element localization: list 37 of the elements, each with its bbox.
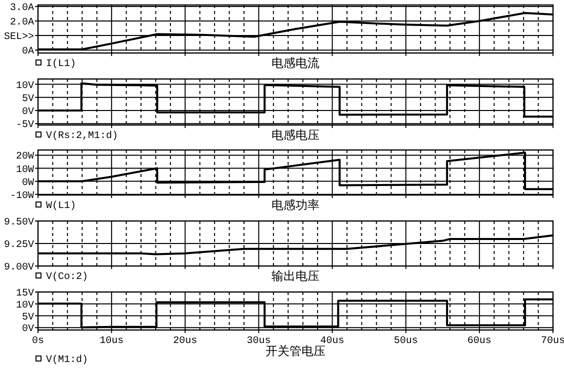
y-tick-label: 0V: [22, 107, 34, 118]
y-tick-label: 0W: [22, 178, 34, 189]
legend-label: V(Rs:2,M1:d): [46, 130, 118, 142]
x-tick-label: 60us: [467, 336, 492, 347]
x-axis-title: 输出电压: [272, 269, 320, 283]
y-tick-label: 9.00V: [4, 262, 34, 274]
y-tick-label: -5V: [16, 120, 34, 132]
y-tick-label: 5V: [22, 312, 34, 324]
x-tick-label: 30us: [246, 336, 271, 347]
y-tick-label: 9.50V: [4, 218, 34, 228]
legend-label: W(L1): [46, 200, 76, 212]
y-tick-label: 0A: [22, 46, 34, 58]
y-tick-label: 0V: [22, 324, 34, 336]
x-tick-label: 10us: [100, 336, 124, 347]
y-tick-label: 20W: [16, 152, 34, 163]
y-tick-label: 5V: [22, 94, 34, 105]
y-tick-label: 10W: [16, 164, 34, 176]
y-tick-label: 15V: [16, 288, 34, 300]
x-axis-title: 电感电压: [272, 128, 320, 142]
y-tick-label: 10V: [16, 80, 34, 92]
x-tick-label: 40us: [320, 336, 344, 347]
y-tick-label: 9.25V: [4, 240, 34, 251]
y-tick-label: SEL>>: [4, 32, 34, 44]
y-tick-label: -10W: [10, 190, 34, 202]
x-axis-title: 开关管电压: [266, 344, 326, 358]
legend-label: V(M1:d): [46, 354, 88, 366]
y-tick-label: 2.0A: [10, 18, 34, 28]
x-axis-title: 电感电流: [272, 56, 320, 70]
y-tick-label: 10V: [16, 300, 34, 312]
legend-label: V(Co:2): [46, 271, 88, 283]
x-tick-label: 20us: [173, 336, 198, 347]
x-axis-title: 电感功率: [272, 198, 320, 212]
x-tick-label: 50us: [394, 336, 418, 347]
legend-label: I(L1): [46, 58, 76, 70]
x-tick-label: 70us: [540, 336, 564, 347]
x-tick-label: 0s: [32, 336, 44, 347]
y-tick-label: 3.0A: [10, 2, 34, 14]
